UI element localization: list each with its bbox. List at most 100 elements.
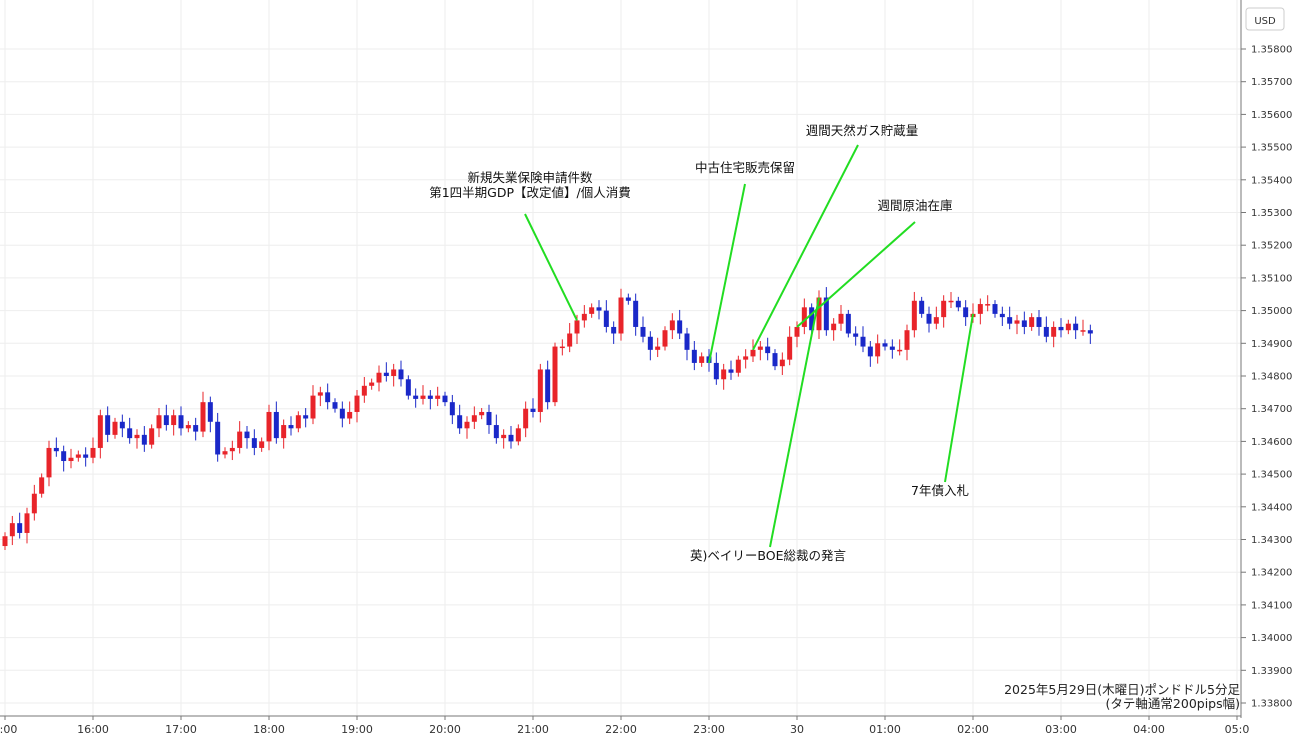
candle-body bbox=[427, 395, 433, 399]
price-tick-label: 1.34900 bbox=[1251, 339, 1292, 350]
candle-body bbox=[156, 415, 162, 429]
candle bbox=[383, 362, 389, 382]
candle-body bbox=[977, 304, 983, 314]
candle-body bbox=[200, 402, 206, 432]
candle-body bbox=[530, 408, 536, 412]
candle-body bbox=[266, 411, 272, 442]
annotation-label: 週間原油在庫 bbox=[877, 198, 952, 213]
candle-body bbox=[2, 536, 8, 547]
price-tick-label: 1.35400 bbox=[1251, 175, 1292, 186]
time-tick-label: 03:00 bbox=[1045, 723, 1077, 736]
candle-body bbox=[904, 330, 910, 350]
annotation-label: 第1四半期GDP【改定値】/個人消費 bbox=[429, 185, 631, 200]
candle-body bbox=[772, 353, 778, 367]
candle bbox=[464, 416, 470, 439]
candle-body bbox=[919, 300, 925, 314]
candle bbox=[200, 391, 206, 438]
candle bbox=[618, 288, 624, 341]
candle-body bbox=[193, 425, 199, 432]
candle-body bbox=[1036, 317, 1042, 327]
candle bbox=[801, 298, 807, 335]
candle-body bbox=[97, 415, 103, 448]
price-tick-label: 1.35500 bbox=[1251, 143, 1292, 154]
candle bbox=[559, 339, 565, 356]
price-tick-label: 1.34000 bbox=[1251, 633, 1292, 644]
candle-body bbox=[618, 297, 624, 334]
candle bbox=[655, 337, 661, 358]
time-tick-label: 04:00 bbox=[1133, 723, 1165, 736]
candle bbox=[273, 401, 279, 444]
price-tick-label: 1.35100 bbox=[1251, 273, 1292, 284]
candle bbox=[295, 411, 301, 433]
candle-body bbox=[405, 379, 411, 396]
time-tick-label: 01:00 bbox=[869, 723, 901, 736]
currency-label: USD bbox=[1254, 16, 1276, 27]
candle bbox=[215, 412, 221, 462]
candle bbox=[75, 450, 81, 462]
candle bbox=[809, 303, 815, 335]
annotation-pointer-line bbox=[769, 297, 820, 548]
candle-body bbox=[985, 304, 991, 306]
candle bbox=[897, 339, 903, 356]
candle-body bbox=[119, 421, 125, 429]
candle-body bbox=[655, 346, 661, 350]
candle-body bbox=[596, 307, 602, 311]
candle bbox=[669, 313, 675, 340]
event-annotation: 7年債入札 bbox=[911, 313, 974, 498]
candle bbox=[405, 375, 411, 400]
candle bbox=[449, 394, 455, 425]
candle bbox=[889, 339, 895, 359]
candle bbox=[977, 298, 983, 325]
candle bbox=[90, 437, 96, 464]
candle-body bbox=[640, 326, 646, 337]
candle bbox=[867, 341, 873, 367]
price-tick-label: 1.35700 bbox=[1251, 77, 1292, 88]
candle bbox=[1029, 313, 1035, 331]
candle bbox=[537, 363, 543, 423]
candle bbox=[31, 484, 37, 521]
candle bbox=[193, 417, 199, 441]
candle bbox=[1043, 316, 1049, 343]
candle bbox=[552, 342, 558, 407]
currency-badge[interactable] bbox=[1245, 7, 1285, 31]
candle bbox=[787, 326, 793, 366]
candle bbox=[603, 300, 609, 333]
candle-body bbox=[860, 336, 866, 347]
caption-title: 2025年5月29日(木曜日)ポンドドル5分足 bbox=[1004, 682, 1240, 697]
candle-body bbox=[823, 297, 829, 331]
candle-body bbox=[281, 425, 287, 439]
candle-body bbox=[31, 493, 37, 514]
candle bbox=[420, 385, 426, 405]
candle-body bbox=[288, 425, 294, 429]
candle-body bbox=[90, 447, 96, 458]
chart-caption: 2025年5月29日(木曜日)ポンドドル5分足 (タテ軸通常200pips幅) bbox=[1004, 682, 1240, 711]
candle bbox=[647, 331, 653, 361]
candle bbox=[24, 507, 30, 544]
candle bbox=[941, 295, 947, 328]
candle bbox=[919, 296, 925, 318]
candle-body bbox=[449, 402, 455, 416]
candle-body bbox=[75, 454, 81, 458]
candle-body bbox=[853, 333, 859, 337]
candle bbox=[1073, 316, 1079, 340]
candle bbox=[259, 437, 265, 452]
candle bbox=[735, 355, 741, 377]
candle bbox=[17, 512, 23, 539]
time-tick-label: 30 bbox=[790, 723, 804, 736]
candle-body bbox=[941, 300, 947, 318]
candle bbox=[1080, 319, 1086, 336]
candle-body bbox=[347, 411, 353, 419]
candle-body bbox=[251, 438, 257, 448]
candle bbox=[933, 306, 939, 330]
candle-body bbox=[603, 310, 609, 327]
candle bbox=[853, 326, 859, 346]
candle bbox=[713, 352, 719, 385]
candle bbox=[9, 515, 15, 546]
candle-body bbox=[149, 428, 155, 445]
candle bbox=[611, 321, 617, 344]
candle bbox=[1087, 324, 1093, 344]
candle bbox=[141, 426, 147, 452]
candle-body bbox=[611, 326, 617, 334]
candle bbox=[339, 401, 345, 428]
